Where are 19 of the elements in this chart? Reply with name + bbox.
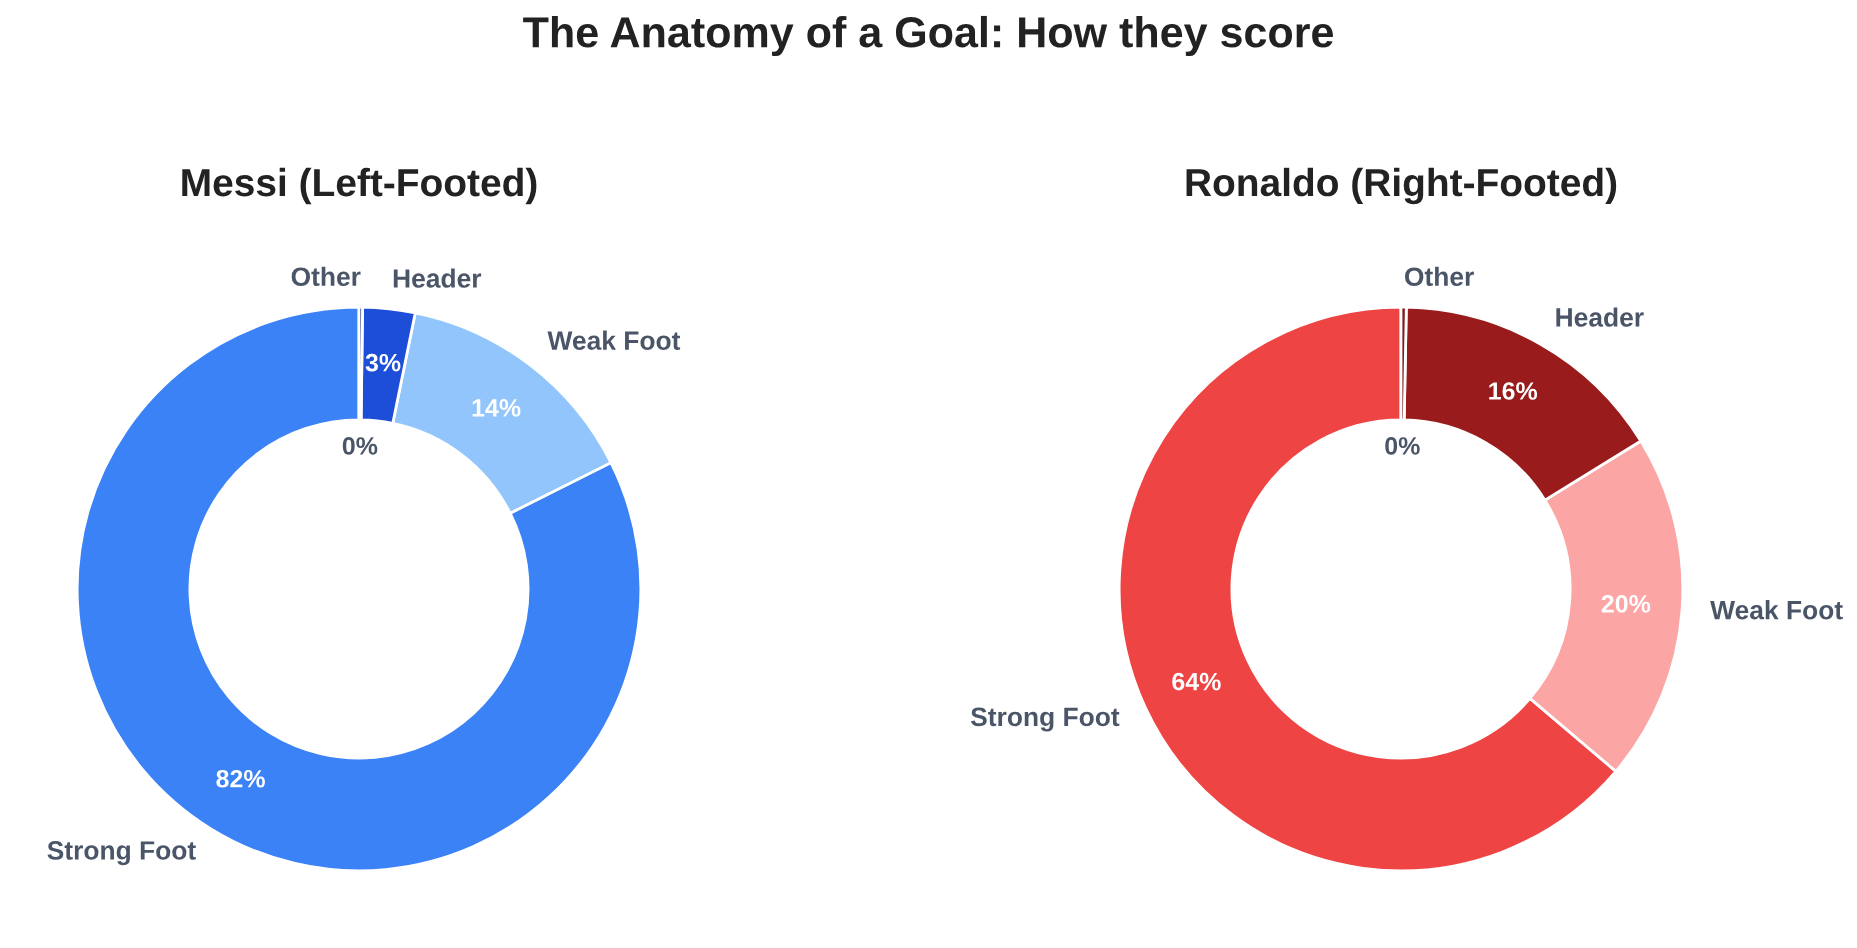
slice-label: Weak Foot bbox=[1710, 600, 1843, 620]
chart-subtitle: Ronaldo (Right-Footed) bbox=[1186, 167, 1617, 205]
data-label: 14% bbox=[472, 399, 521, 417]
data-label: 0% bbox=[1385, 437, 1420, 455]
data-label: 16% bbox=[1489, 382, 1538, 400]
slice-label: Strong Foot bbox=[47, 841, 196, 866]
chart-subtitle: Messi (Left-Footed) bbox=[182, 167, 537, 205]
slice-label: Other bbox=[1405, 266, 1474, 287]
data-label: 64% bbox=[1172, 672, 1221, 691]
slice-label: Header bbox=[393, 268, 482, 288]
slice-label: Strong Foot bbox=[970, 707, 1120, 732]
slice-label: Weak Foot bbox=[547, 330, 681, 350]
data-label: 0% bbox=[342, 437, 378, 455]
data-label: 82% bbox=[216, 769, 265, 788]
text: The Anatomy of a Goal: How they score bbox=[523, 15, 1333, 57]
data-label: 20% bbox=[1601, 594, 1651, 613]
slice-label: Header bbox=[1556, 307, 1644, 327]
data-label: 3% bbox=[365, 353, 401, 372]
slice-label: Other bbox=[291, 266, 361, 287]
